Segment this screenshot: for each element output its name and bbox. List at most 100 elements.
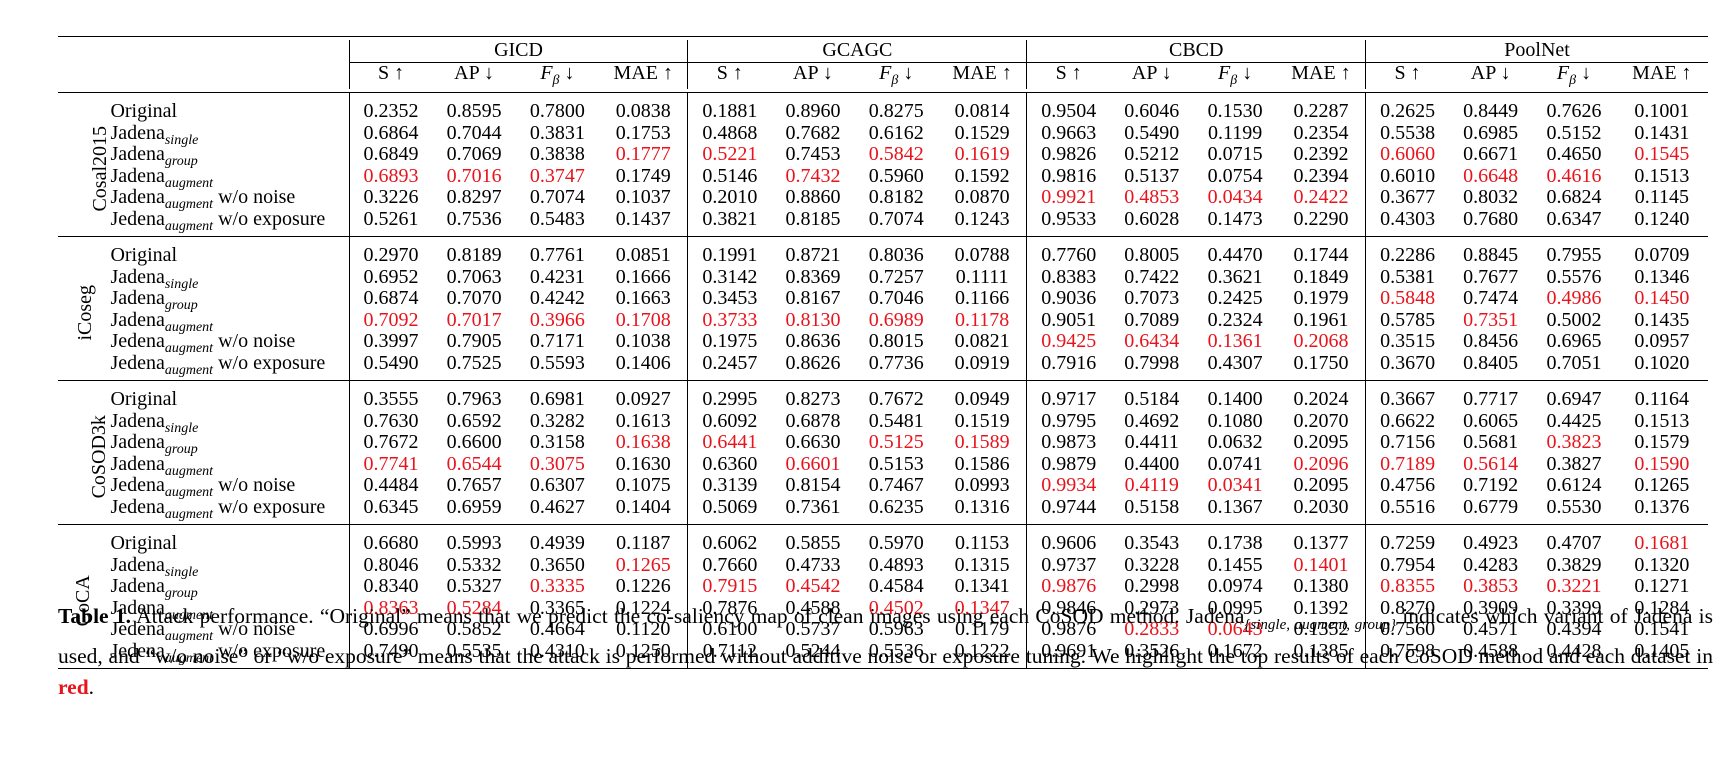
value-cell: 0.4283 [1463, 553, 1519, 576]
metric-arrow: ↑ [1340, 62, 1351, 84]
value-cell: 0.6124 [1546, 474, 1602, 496]
value-cell: 0.1361 [1207, 330, 1263, 352]
row-label: Jadenaaugment [102, 165, 349, 190]
dataset-label-cell: CoCA [58, 524, 103, 669]
value-cell: 0.3829 [1546, 553, 1602, 576]
value-cell: 0.2625 [1365, 92, 1449, 123]
value-cell: 0.8036 [868, 244, 924, 266]
value-cell: 0.6307 [529, 474, 585, 496]
value-cell: 0.6046 [1124, 100, 1180, 122]
row-label-suffix: w/o exposure [213, 495, 326, 518]
value-cell: 0.1849 [1293, 265, 1349, 288]
value-cell: 0.4502 [868, 596, 924, 619]
value-cell: 0.1406 [599, 352, 688, 381]
value-cell: 0.5483 [515, 208, 600, 237]
value-cell: 0.9533 [1026, 208, 1111, 237]
value-cell: 0.7046 [868, 287, 924, 309]
method-header: GICD [348, 40, 688, 63]
value-cell: 0.8046 [348, 554, 433, 576]
value-cell: 0.6959 [432, 496, 516, 525]
value-cell: 0.1038 [615, 330, 671, 352]
row-label-variant: augment [164, 485, 214, 500]
metric-arrow: ↓ [903, 62, 914, 84]
value-cell: 0.3228 [1124, 553, 1180, 576]
value-cell: 0.7156 [1365, 431, 1449, 454]
table-row: Jedenaaugment w/o noise 0.6996 0.5852 0.466… [58, 618, 1708, 643]
table-row: Jadenaaugment 0.7741 0.6544 0.3075 0.1630 0.6… [58, 452, 1708, 478]
row-label-base: Jadena [110, 121, 165, 144]
value-cell: 0.7112 [687, 640, 772, 669]
value-cell: 0.5152 [1546, 121, 1602, 144]
table-row: Cosal2015 Original 0.2352 0.8595 0.7800 0.083… [58, 92, 1708, 237]
row-label: Jedenaaugment w/o exposure [102, 639, 350, 669]
value-cell: 0.3515 [1365, 330, 1449, 353]
row-label-base: Jedena [110, 639, 165, 662]
value-cell: 0.3158 [529, 431, 585, 453]
value-cell: 0.5855 [785, 532, 841, 554]
value-cell: 0.3075 [529, 452, 585, 475]
row-label: Jadenaaugment [102, 453, 349, 478]
value-cell: 0.9663 [1026, 122, 1111, 144]
value-cell: 0.3526 [1110, 640, 1194, 669]
metric-arrow: ↓ [484, 62, 494, 84]
table-caption: Table 1. Attack performance. “Original” … [58, 601, 1713, 703]
value-cell: 0.4707 [1546, 532, 1602, 554]
value-cell: 0.0434 [1207, 186, 1263, 208]
value-cell: 0.9876 [1026, 618, 1111, 641]
table-row: Jadenaaugment 0.7092 0.7017 0.3966 0.1708 0.3… [58, 308, 1708, 334]
value-cell: 0.5490 [1124, 121, 1180, 144]
value-cell: 0.5516 [1365, 496, 1449, 525]
value-cell: 0.5146 [687, 165, 772, 187]
row-label-base: Original [110, 100, 178, 122]
value-cell: 0.7736 [854, 352, 938, 381]
value-cell: 0.6849 [348, 143, 433, 166]
value-cell: 0.7598 [1365, 640, 1449, 669]
value-cell: 0.4868 [687, 122, 772, 144]
value-cell: 0.4588 [1449, 640, 1533, 669]
value-cell: 0.4650 [1546, 143, 1602, 165]
table-row: Jadenasingle 0.8046 0.5332 0.3650 0.1265 0.76… [58, 553, 1708, 579]
row-label: Jedenaaugment w/o noise [102, 330, 349, 355]
value-cell: 0.7074 [529, 186, 585, 208]
value-cell: 0.6100 [687, 618, 772, 641]
metric-arrow: ↑ [662, 62, 673, 84]
value-cell: 0.2394 [1293, 164, 1349, 187]
table-row: Jadenasingle 0.7630 0.6592 0.3282 0.1613 0.60… [58, 409, 1708, 435]
value-cell: 0.1226 [615, 575, 671, 597]
value-cell: 0.7192 [1463, 474, 1519, 496]
value-cell: 0.7905 [446, 330, 502, 352]
metric-header: MAE ↑ [938, 62, 1027, 90]
value-cell: 0.6864 [348, 122, 433, 144]
row-label-suffix: w/o noise [213, 330, 296, 352]
value-cell: 0.8005 [1124, 244, 1180, 266]
value-cell: 0.2287 [1293, 100, 1349, 122]
value-cell: 0.6874 [348, 287, 433, 310]
value-cell: 0.5593 [515, 352, 600, 381]
value-cell: 0.1080 [1207, 409, 1263, 432]
value-cell: 0.1592 [954, 164, 1010, 187]
value-cell: 0.4470 [1207, 244, 1263, 266]
value-cell: 0.0974 [1207, 575, 1263, 597]
metric-header: Fβ ↓ [1532, 62, 1615, 90]
value-cell: 0.1708 [615, 308, 671, 331]
value-cell: 0.5535 [432, 640, 516, 669]
value-cell: 0.4584 [868, 575, 924, 597]
value-cell: 0.9425 [1026, 330, 1111, 353]
metric-arrow: ↑ [1681, 62, 1692, 84]
value-cell: 0.3966 [529, 308, 585, 331]
value-cell: 0.1750 [1276, 352, 1366, 381]
row-label: Jedenaaugment w/o exposure [102, 208, 350, 237]
value-cell: 0.5327 [446, 575, 502, 597]
value-cell: 0.7916 [1026, 352, 1111, 381]
value-cell: 0.7490 [348, 640, 433, 669]
row-label-base: Jedena [110, 495, 165, 518]
value-cell: 0.0919 [937, 352, 1027, 381]
value-cell: 0.6441 [687, 431, 772, 454]
value-cell: 0.2995 [687, 380, 772, 411]
value-cell: 0.3555 [348, 380, 433, 411]
value-cell: 0.4571 [1463, 618, 1519, 640]
value-cell: 0.4692 [1124, 409, 1180, 432]
value-cell: 0.6824 [1546, 186, 1602, 208]
row-label: Jedenaaugment w/o noise [102, 474, 349, 500]
value-cell: 0.5536 [854, 640, 938, 669]
